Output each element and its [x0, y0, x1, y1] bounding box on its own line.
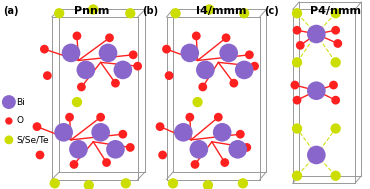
Point	[219, 131, 225, 134]
Point	[240, 182, 246, 185]
Point	[294, 12, 300, 15]
Text: P4/nmm: P4/nmm	[310, 6, 361, 16]
Point	[333, 127, 339, 130]
Point	[181, 131, 186, 134]
Point	[127, 146, 133, 149]
Point	[104, 161, 110, 164]
Point	[127, 12, 133, 15]
Point	[120, 68, 126, 71]
Point	[130, 53, 136, 56]
Point	[90, 8, 96, 11]
Point	[86, 184, 92, 187]
Point	[333, 29, 339, 32]
Point	[215, 116, 221, 119]
Point	[294, 61, 300, 64]
Point	[6, 101, 12, 104]
Point	[98, 116, 104, 119]
Point	[78, 85, 84, 88]
Point	[313, 33, 319, 36]
Point	[205, 184, 211, 187]
Point	[105, 51, 111, 54]
Point	[74, 34, 80, 37]
Point	[44, 74, 50, 77]
Point	[135, 65, 141, 68]
Point	[67, 116, 73, 119]
Point	[313, 153, 319, 156]
Point	[200, 85, 206, 88]
Text: Pnnm: Pnnm	[74, 6, 110, 16]
Point	[193, 34, 199, 37]
Point	[75, 148, 81, 151]
Text: (a): (a)	[3, 6, 18, 16]
Point	[68, 51, 74, 54]
Point	[56, 12, 62, 15]
Point	[112, 82, 118, 85]
Point	[241, 68, 247, 71]
Point	[235, 148, 241, 151]
Point	[333, 61, 339, 64]
Text: Bi: Bi	[16, 98, 25, 107]
Text: O: O	[16, 116, 23, 125]
Text: I4/mmm: I4/mmm	[196, 6, 246, 16]
Point	[164, 48, 169, 51]
Point	[83, 68, 89, 71]
Point	[187, 116, 193, 119]
Point	[333, 174, 339, 177]
Point	[52, 182, 58, 185]
Point	[196, 148, 202, 151]
Point	[206, 8, 212, 11]
Point	[238, 133, 243, 136]
Point	[37, 153, 43, 156]
Point	[123, 182, 129, 185]
Point	[172, 12, 179, 15]
Point	[294, 99, 300, 102]
Text: (b): (b)	[142, 6, 158, 16]
Point	[112, 148, 118, 151]
Point	[222, 161, 228, 164]
Point	[231, 82, 237, 85]
Point	[252, 65, 258, 68]
Point	[294, 174, 300, 177]
Point	[223, 36, 229, 39]
Point	[159, 153, 165, 156]
Point	[170, 182, 176, 185]
Point	[292, 84, 298, 87]
Point	[294, 29, 300, 32]
Point	[294, 127, 300, 130]
Point	[246, 53, 252, 56]
Point	[157, 125, 163, 128]
Point	[34, 125, 40, 128]
Point	[226, 51, 232, 54]
Point	[297, 44, 303, 47]
Point	[6, 119, 12, 122]
Point	[313, 89, 319, 92]
Point	[61, 131, 67, 134]
Point	[71, 163, 77, 166]
Text: (c): (c)	[264, 6, 279, 16]
Point	[244, 146, 250, 149]
Point	[333, 12, 339, 15]
Text: S/Se/Te: S/Se/Te	[16, 135, 49, 144]
Point	[166, 74, 172, 77]
Point	[107, 36, 112, 39]
Point	[41, 48, 47, 51]
Point	[241, 12, 247, 15]
Point	[120, 133, 126, 136]
Point	[335, 42, 341, 45]
Point	[6, 138, 12, 141]
Point	[330, 84, 336, 87]
Point	[333, 99, 339, 102]
Point	[98, 131, 104, 134]
Point	[74, 101, 80, 104]
Point	[192, 163, 198, 166]
Point	[187, 51, 193, 54]
Point	[195, 101, 201, 104]
Point	[202, 68, 208, 71]
